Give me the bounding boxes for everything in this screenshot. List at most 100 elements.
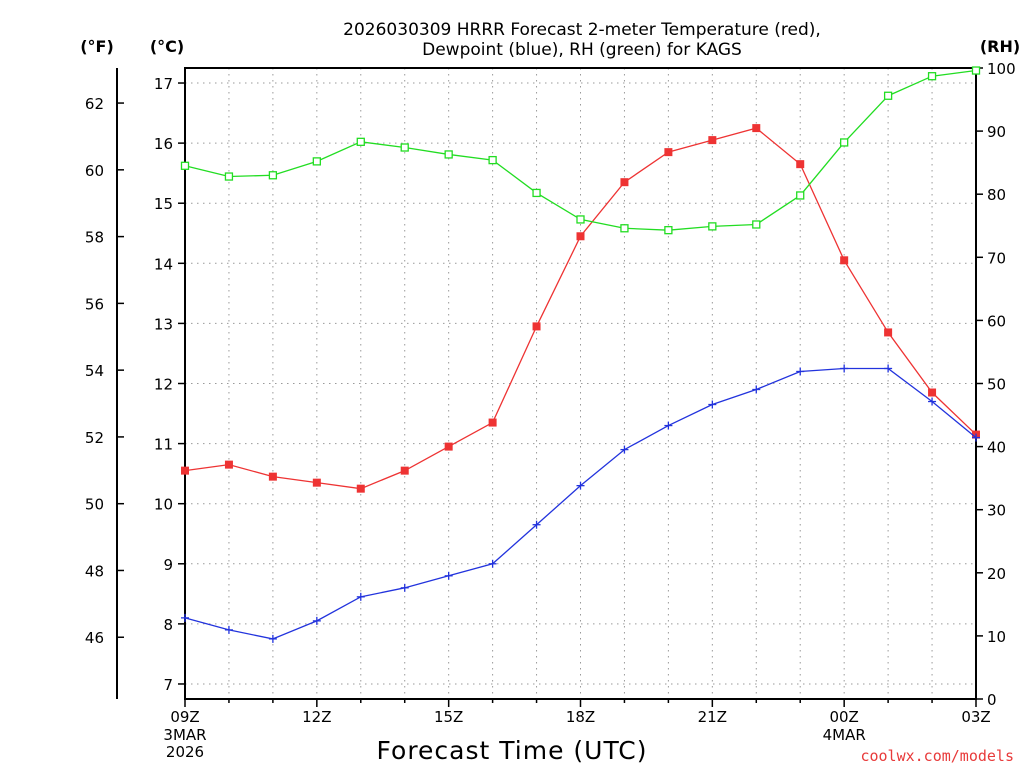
rh-tick-label: 50 — [987, 376, 1006, 394]
rh-tick-label: 40 — [987, 439, 1006, 457]
temperature-point — [620, 178, 629, 187]
celsius-unit-label: (°C) — [150, 37, 184, 56]
fahrenheit-tick-label: 54 — [85, 362, 104, 380]
rh-point — [620, 224, 629, 233]
dewpoint-point — [444, 571, 453, 580]
celsius-tick-label: 15 — [154, 195, 173, 213]
grid-lines — [185, 68, 976, 699]
temperature-point — [752, 124, 761, 133]
rh-point — [224, 172, 234, 181]
celsius-tick-label: 7 — [163, 676, 173, 694]
temperature-point — [708, 136, 717, 145]
rh-point — [796, 191, 805, 200]
rh-tick-label: 90 — [987, 123, 1006, 141]
dewpoint-point — [224, 625, 233, 634]
fahrenheit-tick-label: 46 — [85, 629, 104, 647]
dewpoint-point — [576, 481, 585, 490]
temperature-point — [444, 442, 453, 451]
dewpoint-point — [268, 634, 277, 643]
x-date-label: 4MAR — [823, 726, 866, 744]
x-tick-label: 09Z — [170, 708, 199, 726]
celsius-tick-label: 14 — [154, 255, 173, 273]
dewpoint-point — [708, 400, 717, 409]
rh-point — [532, 188, 541, 198]
dewpoint-point — [664, 421, 673, 430]
rh-point — [971, 66, 981, 75]
x-tick-label: 21Z — [698, 708, 727, 726]
x-tick-label: 12Z — [302, 708, 331, 726]
tick-labels: 7 8 9 10 11 12 13 14 15 16 17 46 48 50 52 54 56 58 60 62 0 10… — [85, 60, 1016, 761]
fahrenheit-tick-label: 50 — [85, 496, 104, 514]
rh-point — [752, 220, 761, 229]
rh-point — [268, 171, 278, 180]
temperature-point — [268, 472, 277, 481]
temperature-point — [796, 160, 805, 169]
rh-point — [488, 155, 497, 165]
rh-tick-label: 20 — [987, 565, 1006, 583]
series-layer — [180, 66, 981, 643]
dewpoint-point — [532, 520, 541, 529]
rh-point — [664, 226, 673, 235]
x-date-label: 3MAR — [163, 726, 206, 744]
celsius-tick-label: 11 — [154, 436, 173, 454]
celsius-tick-label: 13 — [154, 315, 173, 333]
x-axis-label: Forecast Time (UTC) — [377, 736, 648, 765]
celsius-tick-label: 17 — [154, 75, 173, 93]
fahrenheit-tick-label: 62 — [85, 95, 104, 113]
dewpoint-point — [928, 397, 937, 406]
x-tick-label: 00Z — [829, 708, 858, 726]
axes — [116, 67, 983, 707]
rh-point — [840, 138, 849, 147]
dewpoint-point — [972, 433, 980, 442]
fahrenheit-tick-label: 56 — [85, 295, 104, 313]
celsius-tick-label: 10 — [154, 496, 173, 514]
rh-point — [400, 143, 409, 152]
rh-tick-label: 100 — [987, 60, 1016, 78]
temperature-point — [840, 256, 849, 265]
fahrenheit-tick-label: 58 — [85, 229, 104, 247]
fahrenheit-tick-label: 52 — [85, 429, 104, 447]
dewpoint-point — [181, 613, 189, 622]
rh-point — [444, 150, 453, 159]
temperature-point — [356, 484, 365, 493]
x-date-label: 2026 — [166, 743, 204, 761]
fahrenheit-unit-label: (°F) — [80, 37, 114, 56]
rh-tick-label: 70 — [987, 249, 1006, 267]
fahrenheit-tick-label: 48 — [85, 562, 104, 580]
dewpoint-point — [488, 559, 497, 568]
rh-point — [356, 137, 365, 146]
rh-tick-label: 30 — [987, 502, 1006, 520]
rh-point — [927, 72, 937, 81]
temperature-point — [181, 466, 189, 475]
dewpoint-point — [752, 385, 761, 394]
temperature-point — [884, 328, 893, 337]
temperature-point — [224, 460, 233, 469]
x-tick-label: 15Z — [434, 708, 463, 726]
x-tick-label: 03Z — [961, 708, 990, 726]
dewpoint-point — [356, 592, 365, 601]
rh-point — [883, 91, 893, 100]
dewpoint-point — [312, 616, 321, 625]
temperature-point — [928, 388, 937, 397]
temperature-point — [400, 466, 409, 475]
dewpoint-point — [796, 367, 805, 376]
rh-tick-label: 80 — [987, 186, 1006, 204]
dewpoint-point — [840, 364, 849, 373]
dewpoint-point — [884, 364, 893, 373]
chart-title-line1: 2026030309 HRRR Forecast 2-meter Tempera… — [343, 20, 821, 40]
temperature-point — [488, 418, 497, 427]
x-tick-label: 18Z — [566, 708, 595, 726]
rh-tick-label: 60 — [987, 312, 1006, 330]
temperature-point — [532, 322, 541, 331]
dewpoint-point — [620, 445, 629, 454]
temperature-point — [664, 148, 673, 157]
rh-unit-label: (RH) — [980, 37, 1020, 56]
celsius-tick-label: 9 — [163, 556, 173, 574]
celsius-tick-label: 8 — [163, 616, 173, 634]
temperature-point — [576, 232, 585, 241]
rh-tick-label: 0 — [987, 691, 997, 709]
celsius-tick-label: 12 — [154, 376, 173, 394]
rh-point — [180, 161, 190, 170]
temperature-point — [312, 478, 321, 487]
